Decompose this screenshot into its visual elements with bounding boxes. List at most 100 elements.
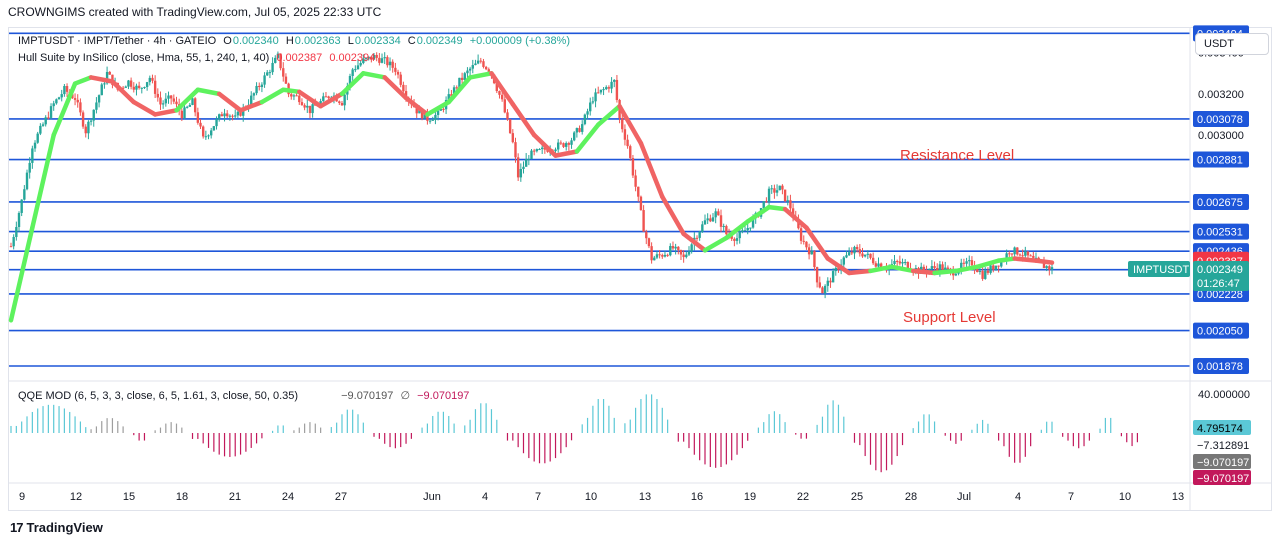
candle-body (36, 133, 39, 143)
candle-body (271, 62, 274, 73)
legend-low-label: L (347, 35, 354, 47)
candle-body (650, 246, 653, 261)
candle-body (532, 150, 536, 152)
candle-body (28, 162, 31, 173)
candle-body (965, 261, 968, 264)
support-annotation: Support Level (903, 309, 996, 326)
candle-body (976, 268, 979, 273)
candle-body (1000, 260, 1003, 267)
candle-body (639, 196, 643, 211)
candle-body (1034, 257, 1038, 259)
candle-body (15, 227, 18, 237)
time-tick: Jul (957, 491, 971, 503)
candle-body (391, 61, 394, 68)
candle-body (613, 79, 616, 82)
hull-segment (195, 87, 222, 97)
candle-body (1042, 262, 1046, 269)
candle-body (871, 257, 875, 264)
candle-body (1045, 266, 1048, 269)
candle-body (383, 57, 386, 59)
candle-body (484, 66, 488, 70)
candle-body (431, 119, 434, 121)
hull-segment (681, 231, 708, 253)
currency-selector[interactable]: USDT (1195, 33, 1269, 55)
candle-body (60, 94, 63, 98)
candle-body (879, 263, 883, 268)
candle-body (356, 65, 360, 70)
candle-body (420, 109, 424, 119)
candle-body (290, 94, 293, 97)
qqe-legend[interactable]: QQE MOD (6, 5, 3, 3, close, 6, 5, 1.61, … (18, 389, 473, 402)
candle-body (263, 75, 266, 85)
candle-body (597, 92, 600, 94)
candle-body (874, 263, 878, 267)
candle-body (282, 68, 285, 77)
candle-body (674, 246, 677, 249)
candle-body (679, 249, 683, 255)
candle-body (655, 254, 659, 258)
candle-body (100, 84, 103, 96)
candle-body (268, 72, 272, 74)
candle-body (399, 74, 402, 85)
candle-body (615, 79, 619, 101)
candle-body (487, 69, 490, 73)
candle-body (468, 68, 472, 71)
candle-body (829, 280, 832, 283)
candle-body (682, 254, 685, 258)
time-tick: 4 (1015, 491, 1021, 503)
candle-body (276, 53, 280, 58)
candle-body (813, 251, 816, 268)
candle-body (658, 254, 661, 256)
qqe-empty-symbol: ∅ (400, 390, 411, 402)
candle-body (303, 105, 306, 108)
time-axis: 9 12 15 18 21 24 27 Jun 4 7 10 13 16 19 22 25 28 Jul 4 7 10 1… (19, 491, 1184, 503)
hull-segment (846, 268, 873, 276)
candle-body (81, 112, 85, 127)
candle-body (180, 110, 184, 119)
candle-body (31, 148, 34, 163)
candle-body (479, 60, 482, 62)
candle-body (193, 98, 197, 113)
candle-body (847, 252, 851, 256)
candle-body (981, 271, 984, 279)
candle-body (300, 102, 304, 106)
candle-body (714, 211, 717, 218)
candle-body (944, 267, 947, 271)
candle-body (151, 77, 154, 81)
hull-segment (110, 79, 137, 105)
candle-body (175, 101, 178, 105)
candle-body (236, 111, 240, 116)
candle-body (514, 142, 517, 158)
time-tick: 16 (691, 491, 703, 503)
candle-body (250, 95, 253, 105)
candle-body (866, 253, 870, 255)
candle-body (738, 231, 741, 239)
candle-body (231, 115, 234, 117)
candle-body (322, 96, 325, 102)
level-badge (1193, 151, 1249, 168)
candle-body (298, 95, 301, 103)
candle-body (527, 158, 531, 160)
candle-body (540, 147, 544, 150)
candle-body (127, 80, 130, 87)
legend-close-label: C (407, 35, 416, 47)
qqe-badge-label: 4.795174 (1197, 423, 1243, 435)
hull-value-2: 0.002394 (329, 52, 376, 64)
candle-body (500, 94, 504, 100)
candle-body (1016, 247, 1019, 255)
candle-body (826, 280, 829, 286)
tradingview-footer[interactable]: 17 TradingView (10, 520, 103, 535)
candle-body (685, 254, 688, 258)
candle-body (132, 86, 135, 90)
time-tick: 25 (851, 491, 863, 503)
candle-body (565, 143, 568, 147)
candle-body (815, 267, 819, 283)
hull-legend[interactable]: Hull Suite by InSilico (close, Hma, 55, … (18, 52, 379, 64)
candle-body (1048, 266, 1051, 270)
candle-body (418, 109, 421, 114)
candle-body (367, 56, 370, 59)
candle-body (145, 82, 149, 88)
candle-body (992, 265, 995, 270)
candle-body (645, 231, 648, 239)
